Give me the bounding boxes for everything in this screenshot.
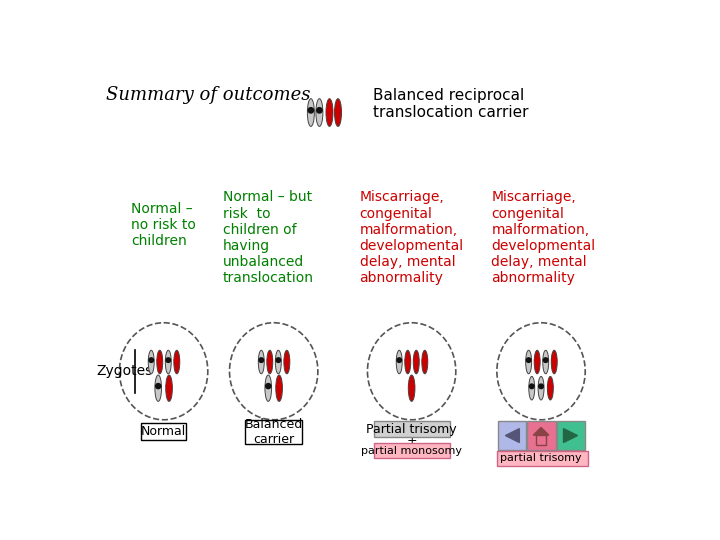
- Ellipse shape: [552, 350, 557, 374]
- Polygon shape: [534, 428, 549, 435]
- Circle shape: [409, 383, 414, 389]
- Circle shape: [529, 384, 534, 389]
- Ellipse shape: [258, 350, 264, 374]
- Text: Normal –
no risk to
children: Normal – no risk to children: [131, 202, 196, 248]
- Circle shape: [327, 107, 332, 113]
- Ellipse shape: [166, 350, 171, 374]
- Circle shape: [526, 358, 531, 362]
- FancyBboxPatch shape: [141, 423, 186, 440]
- Ellipse shape: [174, 350, 180, 374]
- Text: Partial trisomy: Partial trisomy: [366, 422, 457, 436]
- Text: Miscarriage,
congenital
malformation,
developmental
delay, mental
abnormality: Miscarriage, congenital malformation, de…: [491, 190, 595, 285]
- Polygon shape: [564, 429, 577, 442]
- Circle shape: [397, 358, 402, 362]
- Text: Miscarriage,
congenital
malformation,
developmental
delay, mental
abnormality: Miscarriage, congenital malformation, de…: [359, 190, 464, 285]
- Ellipse shape: [148, 350, 154, 374]
- Circle shape: [535, 358, 539, 362]
- FancyBboxPatch shape: [374, 421, 449, 437]
- Circle shape: [259, 358, 264, 362]
- Ellipse shape: [157, 350, 163, 374]
- FancyBboxPatch shape: [498, 421, 526, 450]
- FancyBboxPatch shape: [245, 420, 302, 444]
- Ellipse shape: [316, 99, 323, 126]
- Circle shape: [174, 358, 179, 362]
- FancyBboxPatch shape: [536, 435, 546, 445]
- Ellipse shape: [547, 376, 553, 400]
- Circle shape: [308, 107, 314, 113]
- Circle shape: [276, 358, 281, 362]
- Ellipse shape: [155, 375, 161, 401]
- Ellipse shape: [422, 350, 428, 374]
- Ellipse shape: [267, 350, 273, 374]
- Text: Balanced reciprocal
translocation carrier: Balanced reciprocal translocation carrie…: [373, 88, 528, 120]
- Circle shape: [268, 358, 272, 362]
- Circle shape: [552, 358, 557, 362]
- Text: Summary of outcomes: Summary of outcomes: [106, 86, 310, 104]
- Ellipse shape: [265, 375, 271, 401]
- Ellipse shape: [396, 350, 402, 374]
- Circle shape: [276, 383, 282, 389]
- FancyBboxPatch shape: [497, 450, 588, 466]
- Ellipse shape: [528, 376, 535, 400]
- FancyBboxPatch shape: [374, 443, 449, 458]
- Ellipse shape: [326, 99, 333, 126]
- Text: partial monosomy: partial monosomy: [361, 446, 462, 456]
- FancyBboxPatch shape: [527, 421, 556, 450]
- Circle shape: [149, 358, 153, 362]
- Circle shape: [284, 358, 289, 362]
- Circle shape: [266, 383, 271, 389]
- Ellipse shape: [538, 376, 544, 400]
- Ellipse shape: [405, 350, 410, 374]
- Text: Zygotes: Zygotes: [96, 364, 153, 378]
- Text: Balanced
carrier: Balanced carrier: [245, 418, 303, 446]
- Circle shape: [336, 107, 341, 113]
- Circle shape: [405, 358, 410, 362]
- Text: +: +: [406, 434, 417, 447]
- Ellipse shape: [307, 99, 315, 126]
- Circle shape: [156, 383, 161, 389]
- Circle shape: [539, 384, 544, 389]
- Circle shape: [423, 358, 427, 362]
- Ellipse shape: [534, 350, 540, 374]
- Circle shape: [158, 358, 162, 362]
- Circle shape: [548, 384, 553, 389]
- Ellipse shape: [408, 375, 415, 401]
- Circle shape: [544, 358, 548, 362]
- Ellipse shape: [526, 350, 531, 374]
- Text: partial trisomy: partial trisomy: [500, 453, 582, 463]
- Ellipse shape: [543, 350, 549, 374]
- Circle shape: [414, 358, 418, 362]
- Ellipse shape: [284, 350, 290, 374]
- Ellipse shape: [413, 350, 419, 374]
- Text: Normal – but
risk  to
children of
having
unbalanced
translocation: Normal – but risk to children of having …: [222, 190, 314, 285]
- FancyBboxPatch shape: [557, 421, 585, 450]
- Ellipse shape: [166, 375, 172, 401]
- Text: Normal: Normal: [141, 425, 186, 438]
- Circle shape: [166, 383, 171, 389]
- Ellipse shape: [275, 350, 282, 374]
- Circle shape: [317, 107, 322, 113]
- Polygon shape: [505, 429, 519, 442]
- Ellipse shape: [335, 99, 341, 126]
- Circle shape: [166, 358, 171, 362]
- Ellipse shape: [276, 375, 282, 401]
